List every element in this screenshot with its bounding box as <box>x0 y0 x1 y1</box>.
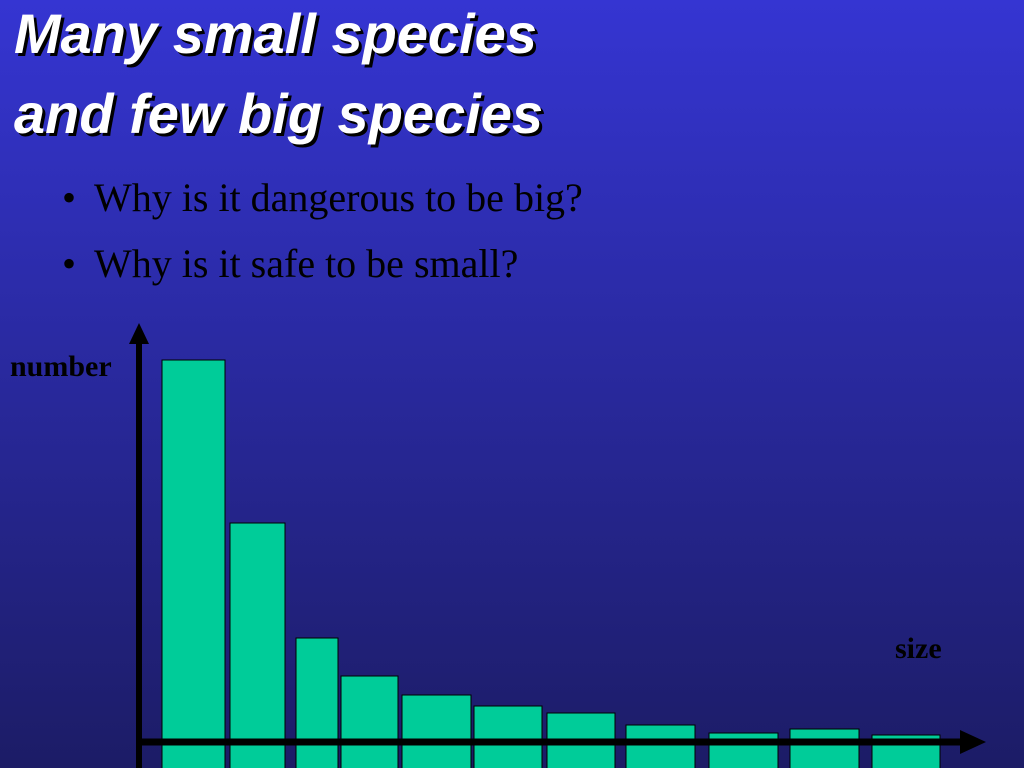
bullet: Why is it safe to be small? <box>62 240 583 306</box>
x-axis-label: size <box>895 632 942 665</box>
bar <box>340 675 399 768</box>
bar <box>161 359 226 768</box>
bar <box>625 724 696 768</box>
bar <box>789 728 860 768</box>
bar <box>708 732 779 768</box>
bar <box>473 705 543 768</box>
bar <box>401 694 472 768</box>
y-axis-label: number <box>10 350 112 383</box>
title-line: and few big species <box>14 82 544 145</box>
bars <box>161 359 941 768</box>
bullet-list: Why is it dangerous to be big? Why is it… <box>62 174 583 306</box>
bullet: Why is it dangerous to be big? <box>62 174 583 240</box>
bar <box>295 637 339 768</box>
y-arrow <box>129 323 149 344</box>
slide-title: Many small species and few big species <box>14 0 543 154</box>
bar <box>229 522 286 768</box>
title-line: Many small species <box>14 2 537 65</box>
x-arrow <box>960 730 986 754</box>
